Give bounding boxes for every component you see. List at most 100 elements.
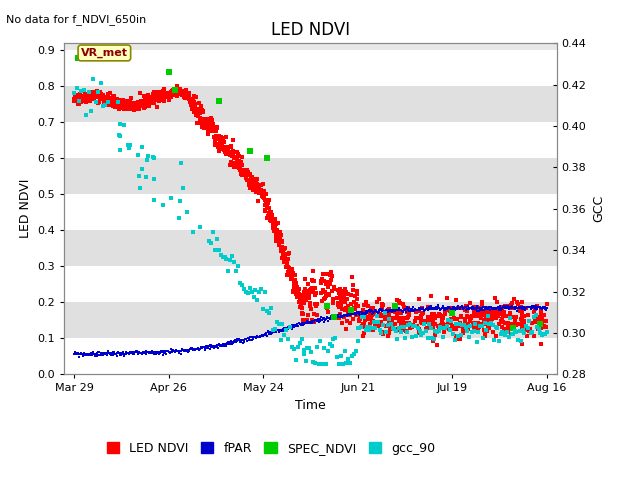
Point bbox=[184, 347, 195, 355]
Point bbox=[165, 92, 175, 99]
Point bbox=[496, 306, 506, 313]
Point bbox=[238, 168, 248, 176]
Point bbox=[328, 335, 339, 342]
Point bbox=[323, 317, 333, 325]
Point bbox=[497, 303, 508, 311]
Point bbox=[328, 299, 338, 307]
Point bbox=[353, 317, 364, 324]
Point bbox=[381, 322, 391, 329]
Point bbox=[236, 336, 246, 344]
Point bbox=[531, 311, 541, 319]
Point bbox=[202, 117, 212, 125]
Point bbox=[295, 303, 305, 311]
Point bbox=[271, 234, 281, 241]
Point bbox=[388, 314, 398, 322]
Point bbox=[75, 98, 85, 106]
Point bbox=[95, 92, 105, 99]
Point bbox=[518, 305, 528, 312]
Point bbox=[129, 348, 139, 356]
Point bbox=[148, 94, 158, 101]
Point bbox=[412, 306, 422, 313]
Point bbox=[432, 341, 442, 348]
Point bbox=[317, 275, 327, 283]
Point bbox=[434, 310, 444, 318]
Point bbox=[131, 101, 141, 109]
Point bbox=[298, 295, 308, 302]
Point bbox=[115, 146, 125, 154]
Point bbox=[111, 350, 121, 358]
Point bbox=[500, 303, 510, 311]
Point bbox=[481, 319, 492, 327]
Point bbox=[136, 97, 147, 105]
Point bbox=[424, 321, 435, 328]
Point bbox=[420, 306, 430, 314]
Point bbox=[534, 304, 545, 312]
Point bbox=[467, 303, 477, 311]
Point bbox=[519, 304, 529, 312]
Point bbox=[289, 280, 299, 288]
Point bbox=[166, 90, 177, 97]
Point bbox=[517, 327, 527, 335]
Point bbox=[290, 322, 300, 330]
Point bbox=[360, 298, 371, 306]
Point bbox=[515, 327, 525, 335]
Point bbox=[301, 319, 312, 326]
Point bbox=[212, 132, 222, 140]
Point bbox=[190, 345, 200, 353]
Point bbox=[507, 305, 517, 312]
Point bbox=[532, 303, 543, 311]
Point bbox=[417, 311, 427, 318]
Point bbox=[269, 328, 280, 336]
Point bbox=[180, 92, 190, 100]
Point bbox=[474, 323, 484, 331]
Point bbox=[358, 309, 368, 316]
Point bbox=[387, 316, 397, 324]
Point bbox=[103, 95, 113, 103]
Point bbox=[218, 253, 228, 261]
Point bbox=[425, 305, 435, 312]
Point bbox=[216, 143, 227, 151]
Point bbox=[442, 294, 452, 302]
Point bbox=[390, 327, 401, 335]
Point bbox=[476, 309, 486, 317]
Point bbox=[367, 317, 377, 325]
Point bbox=[83, 93, 93, 100]
Point bbox=[136, 97, 146, 105]
Point bbox=[76, 98, 86, 106]
Point bbox=[191, 110, 201, 118]
Point bbox=[239, 338, 250, 346]
Point bbox=[285, 272, 296, 279]
Point bbox=[388, 305, 399, 312]
Point bbox=[71, 349, 81, 357]
Point bbox=[141, 348, 152, 356]
Point bbox=[296, 320, 306, 328]
Point bbox=[414, 314, 424, 322]
Point bbox=[79, 93, 90, 101]
Point bbox=[79, 88, 89, 96]
Text: VR_met: VR_met bbox=[81, 48, 128, 58]
Point bbox=[533, 303, 543, 311]
Point bbox=[271, 226, 282, 233]
Point bbox=[304, 291, 314, 299]
Point bbox=[294, 290, 305, 298]
Point bbox=[69, 89, 79, 96]
Point bbox=[69, 97, 79, 105]
Point bbox=[102, 351, 112, 359]
Point bbox=[258, 189, 268, 197]
Point bbox=[303, 281, 313, 288]
Point bbox=[92, 87, 102, 95]
Point bbox=[351, 348, 361, 355]
Point bbox=[159, 92, 170, 100]
Point bbox=[337, 312, 347, 320]
Point bbox=[287, 322, 297, 329]
Point bbox=[531, 316, 541, 324]
Point bbox=[171, 348, 181, 355]
Title: LED NDVI: LED NDVI bbox=[271, 21, 350, 39]
Point bbox=[495, 304, 506, 312]
Point bbox=[520, 304, 531, 312]
Point bbox=[503, 328, 513, 336]
Point bbox=[86, 94, 96, 101]
Point bbox=[541, 323, 551, 331]
Point bbox=[86, 350, 96, 358]
Point bbox=[321, 315, 331, 323]
